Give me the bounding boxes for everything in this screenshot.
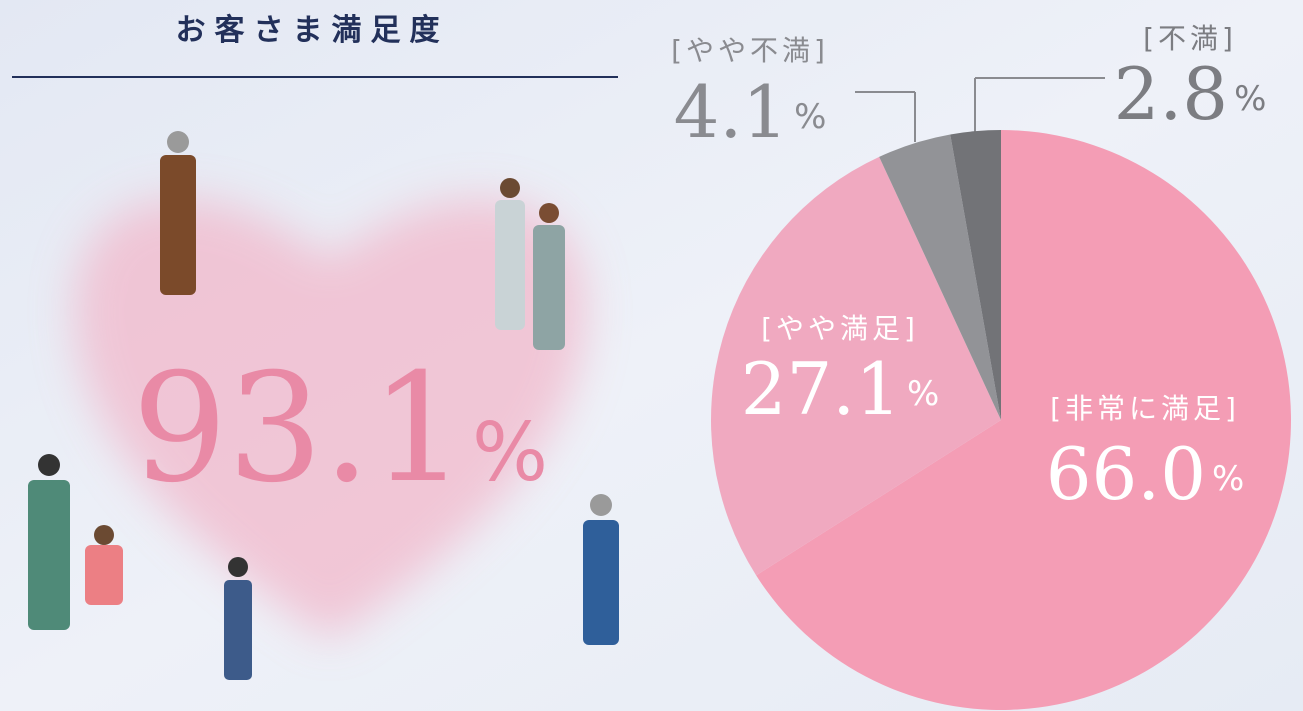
people: [28, 131, 619, 680]
value-label: 2.8%: [1114, 52, 1267, 136]
chart-title: お客さま満足度: [176, 13, 449, 48]
category-label: [やや満足]: [761, 312, 919, 345]
pie-slice: [710, 156, 1001, 576]
category-label: [やや不満]: [671, 34, 829, 67]
heart: [74, 199, 586, 640]
category-label: [非常に満足]: [1050, 392, 1240, 425]
summary-value: 93.1%: [132, 342, 548, 516]
value-label: 27.1%: [741, 347, 940, 431]
pie-slice: [950, 130, 1001, 420]
pie-slice: [879, 134, 1001, 420]
value-label: 4.1%: [674, 70, 827, 154]
value-label: 66.0%: [1046, 432, 1245, 516]
pie-slice: [756, 130, 1291, 711]
category-label: [不満]: [1143, 22, 1237, 55]
